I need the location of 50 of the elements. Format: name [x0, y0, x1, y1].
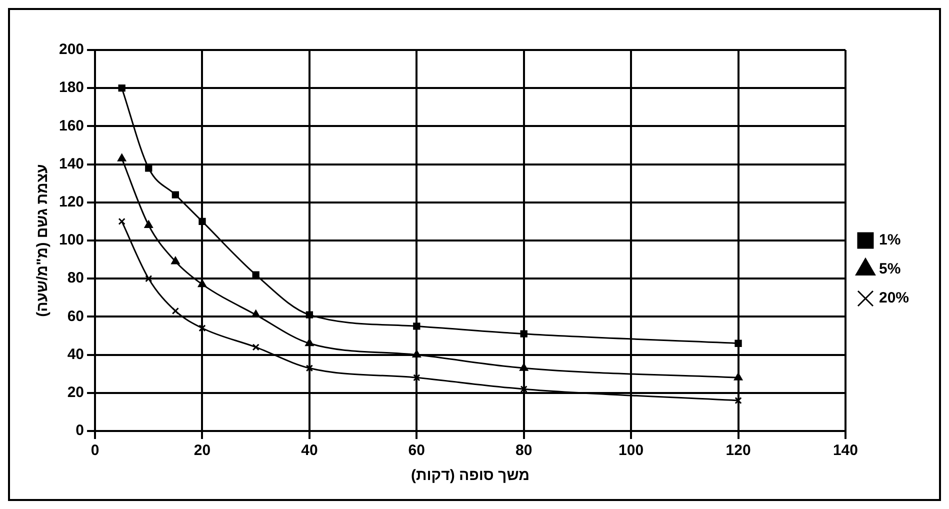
point [734, 372, 742, 380]
point [306, 311, 314, 318]
point [413, 374, 420, 382]
y-tick-label: 0 [76, 422, 84, 440]
point [171, 256, 180, 264]
legend-label: 20% [878, 290, 910, 307]
y-tick-label: 80 [67, 270, 84, 287]
point [412, 350, 421, 358]
x-tick-label: 40 [301, 442, 318, 460]
y-tick-label: 160 [58, 117, 84, 134]
y-tick-label: 100 [58, 232, 84, 249]
y-tick-label: 180 [58, 79, 84, 96]
x-tick-label: 120 [726, 442, 751, 460]
point [118, 218, 126, 226]
point [520, 363, 528, 371]
x-tick-label: 100 [618, 442, 644, 460]
y-tick-label: 140 [58, 155, 84, 172]
y-tick-label: 60 [67, 308, 84, 325]
x-tick-label: 0 [90, 442, 100, 460]
x-tick-label: 80 [516, 442, 532, 460]
point [145, 164, 152, 172]
point [520, 386, 528, 393]
x-tick-label: 140 [832, 442, 858, 460]
point [144, 220, 153, 228]
point [305, 338, 314, 346]
point [118, 154, 126, 162]
point [520, 330, 528, 338]
point [172, 307, 180, 315]
point [413, 322, 420, 330]
point [252, 344, 260, 351]
point [198, 324, 206, 332]
point [198, 280, 206, 288]
point [145, 275, 152, 282]
y-axis-title: עצמת גשם (מ"מ/שעה) [34, 164, 52, 317]
point [734, 340, 742, 347]
point [306, 364, 314, 372]
y-tick-label: 40 [67, 346, 84, 363]
point [198, 218, 206, 226]
point [734, 396, 742, 404]
point [118, 84, 126, 92]
y-tick-label: 120 [58, 194, 84, 211]
legend-label: 5% [878, 260, 901, 278]
y-tick-label: 20 [67, 384, 84, 402]
x-axis-title: משך סופה (דקות) [410, 467, 530, 484]
y-tick-label: 200 [58, 41, 84, 58]
x-tick-label: 60 [408, 442, 425, 460]
legend-label: 1% [878, 232, 901, 249]
point [172, 191, 180, 198]
x-tick-label: 20 [194, 442, 211, 460]
point [252, 271, 260, 278]
